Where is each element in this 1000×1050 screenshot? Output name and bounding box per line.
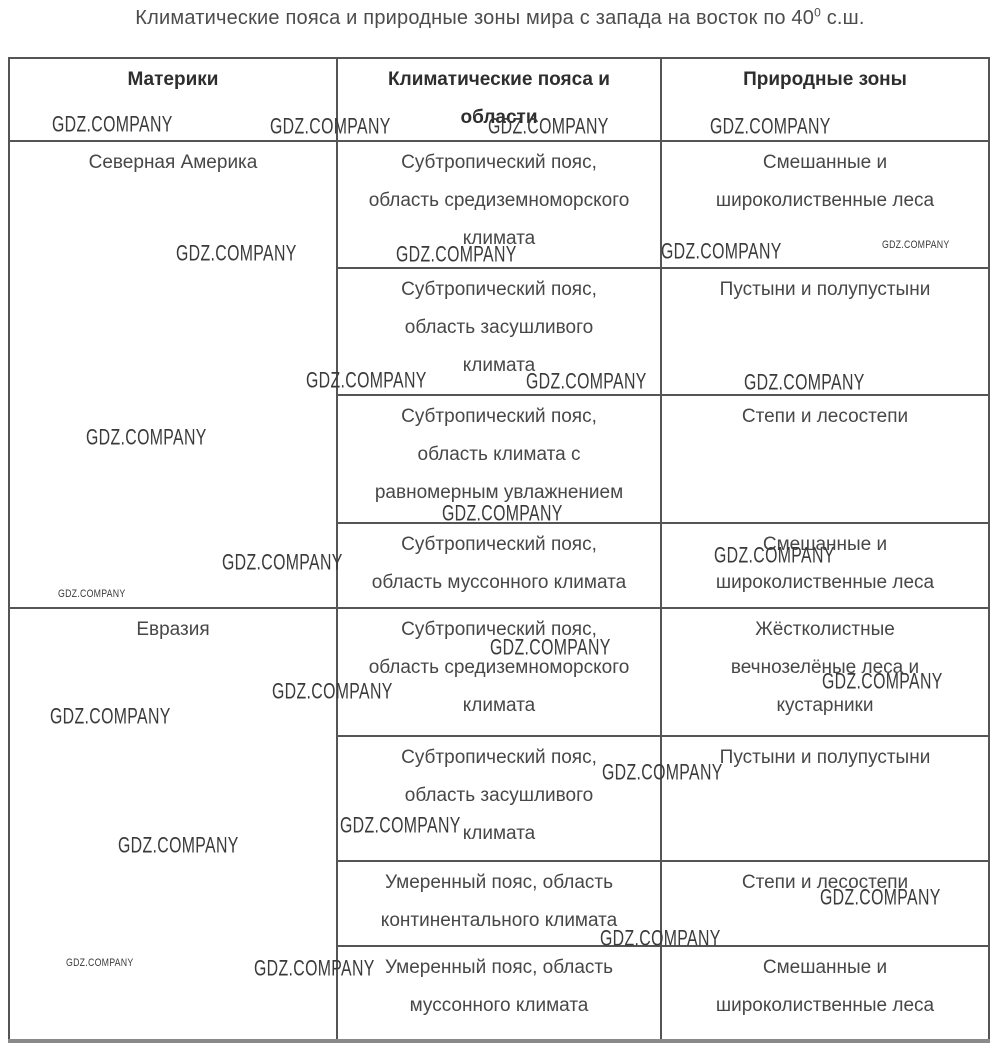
zone-cell: Степи и лесостепи — [660, 394, 990, 524]
column-header-climate: Климатические пояса и области — [336, 57, 662, 142]
climate-cell: Умеренный пояс, область континентального… — [336, 860, 662, 947]
table-row: Субтропический пояс, область засушливого… — [9, 267, 990, 396]
climate-cell: Умеренный пояс, область муссонного клима… — [336, 945, 662, 1042]
zone-cell: Жёстколистные вечнозелёные леса и кустар… — [660, 607, 990, 737]
table-row: Субтропический пояс, область климата с р… — [9, 394, 990, 524]
title-superscript: 0 — [814, 5, 821, 20]
zone-cell: Смешанные и широколиственные леса — [660, 522, 990, 609]
climate-zones-table: Материки Климатические пояса и области П… — [8, 57, 990, 1043]
zone-cell: Пустыни и полупустыни — [660, 735, 990, 862]
climate-cell: Субтропический пояс, область климата с р… — [336, 394, 662, 524]
column-header-zones: Природные зоны — [660, 57, 990, 142]
continent-cell-north-america: Северная Америка — [8, 140, 338, 609]
climate-cell: Субтропический пояс, область средиземном… — [336, 140, 662, 269]
title-suffix: с.ш. — [820, 7, 865, 29]
zone-cell: Пустыни и полупустыни — [660, 267, 990, 396]
table-row: Субтропический пояс, область засушливого… — [9, 735, 990, 862]
table-row: Субтропический пояс, область муссонного … — [9, 522, 990, 609]
title-text: Климатические пояса и природные зоны мир… — [135, 7, 815, 29]
table-row: Умеренный пояс, область муссонного клима… — [9, 945, 990, 1042]
page-title: Климатические пояса и природные зоны мир… — [0, 5, 1000, 30]
climate-cell: Субтропический пояс, область муссонного … — [336, 522, 662, 609]
column-header-continents: Материки — [8, 57, 338, 142]
table-row: Северная Америка Субтропический пояс, об… — [8, 140, 990, 609]
zone-cell: Смешанные и широколиственные леса — [660, 140, 990, 269]
header-row: Материки Климатические пояса и области П… — [8, 57, 990, 142]
climate-cell: Субтропический пояс, область засушливого… — [336, 735, 662, 862]
continent-cell-eurasia: Евразия — [8, 607, 338, 1042]
table-row: Умеренный пояс, область континентального… — [9, 860, 990, 947]
zone-cell: Смешанные и широколиственные леса — [660, 945, 990, 1042]
zone-cell: Степи и лесостепи — [660, 860, 990, 947]
table-row: Евразия Субтропический пояс, область сре… — [8, 607, 990, 1042]
climate-cell: Субтропический пояс, область средиземном… — [336, 607, 662, 737]
climate-cell: Субтропический пояс, область засушливого… — [336, 267, 662, 396]
